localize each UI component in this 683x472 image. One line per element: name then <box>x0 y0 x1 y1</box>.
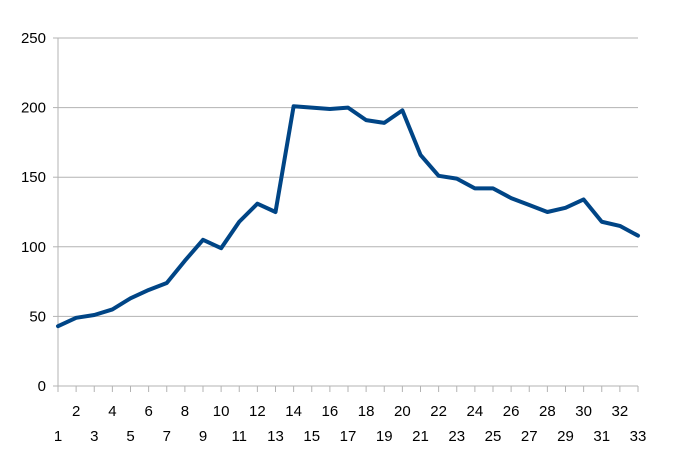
x-tick-label-lower: 23 <box>448 428 465 445</box>
data-point <box>473 186 477 190</box>
data-point <box>183 259 187 263</box>
x-tick-label-lower: 3 <box>90 428 98 445</box>
data-point <box>491 186 495 190</box>
data-point <box>509 196 513 200</box>
data-point <box>527 203 531 207</box>
data-point <box>582 197 586 201</box>
x-tick-label-upper: 12 <box>249 403 266 420</box>
data-point <box>382 121 386 125</box>
x-tick-label-lower: 29 <box>557 428 574 445</box>
data-point <box>110 307 114 311</box>
data-point <box>400 108 404 112</box>
x-tick-label-upper: 16 <box>322 403 339 420</box>
y-tick-label: 250 <box>21 30 46 47</box>
y-axis-tick-labels: 0 50 100 150 200 250 <box>21 30 46 395</box>
x-tick-label-lower: 21 <box>412 428 429 445</box>
data-point <box>74 316 78 320</box>
y-tick-label: 200 <box>21 100 46 117</box>
y-tick-label: 150 <box>21 169 46 186</box>
data-point <box>165 281 169 285</box>
data-point <box>92 313 96 317</box>
x-tick-label-upper: 32 <box>612 403 629 420</box>
x-tick-label-upper: 6 <box>144 403 152 420</box>
x-tick-label-lower: 25 <box>485 428 502 445</box>
x-tick-label-upper: 26 <box>503 403 520 420</box>
data-series <box>56 104 640 329</box>
gridlines <box>58 37 638 317</box>
x-tick-label-lower: 31 <box>593 428 610 445</box>
axes <box>53 37 639 392</box>
x-axis-tick-labels: 2 4 6 8 10 12 14 16 18 20 22 24 26 28 30 321 3 5 7 9 11 13 15 1… <box>54 403 647 445</box>
x-tick-label-lower: 9 <box>199 428 207 445</box>
data-point <box>219 246 223 250</box>
data-point <box>129 296 133 300</box>
x-tick-label-lower: 33 <box>630 428 647 445</box>
x-tick-label-lower: 17 <box>340 428 357 445</box>
x-tick-label-lower: 1 <box>54 428 62 445</box>
data-point <box>455 177 459 181</box>
x-tick-label-lower: 5 <box>126 428 134 445</box>
x-tick-label-upper: 28 <box>539 403 556 420</box>
x-tick-label-lower: 7 <box>163 428 171 445</box>
data-point <box>618 224 622 228</box>
x-tick-label-upper: 8 <box>181 403 189 420</box>
x-tick-label-lower: 13 <box>267 428 284 445</box>
data-point <box>419 153 423 157</box>
x-tick-label-lower: 19 <box>376 428 393 445</box>
x-tick-label-lower: 11 <box>231 428 247 445</box>
data-point <box>56 324 60 328</box>
x-tick-label-upper: 22 <box>430 403 447 420</box>
x-tick-label-upper: 24 <box>467 403 484 420</box>
y-tick-label: 0 <box>38 378 46 395</box>
data-point <box>636 234 640 238</box>
data-point <box>310 106 314 110</box>
data-point <box>346 106 350 110</box>
x-tick-label-upper: 30 <box>575 403 592 420</box>
x-tick-label-upper: 4 <box>108 403 116 420</box>
data-point <box>564 206 568 210</box>
data-point <box>545 210 549 214</box>
data-point <box>147 288 151 292</box>
y-tick-label: 100 <box>21 239 46 256</box>
x-tick-label-upper: 20 <box>394 403 411 420</box>
data-point <box>437 174 441 178</box>
data-point <box>274 210 278 214</box>
x-tick-label-lower: 27 <box>521 428 538 445</box>
data-point <box>237 220 241 224</box>
data-point <box>328 107 332 111</box>
data-point <box>255 202 259 206</box>
data-point <box>600 220 604 224</box>
x-tick-label-upper: 18 <box>358 403 375 420</box>
data-point <box>364 118 368 122</box>
data-point <box>201 238 205 242</box>
x-tick-label-upper: 10 <box>213 403 230 420</box>
x-tick-label-upper: 14 <box>285 403 302 420</box>
data-point <box>292 104 296 108</box>
series-line-0 <box>56 104 640 329</box>
x-tick-label-lower: 15 <box>303 428 320 445</box>
x-tick-label-upper: 2 <box>72 403 80 420</box>
y-tick-label: 50 <box>29 308 46 325</box>
